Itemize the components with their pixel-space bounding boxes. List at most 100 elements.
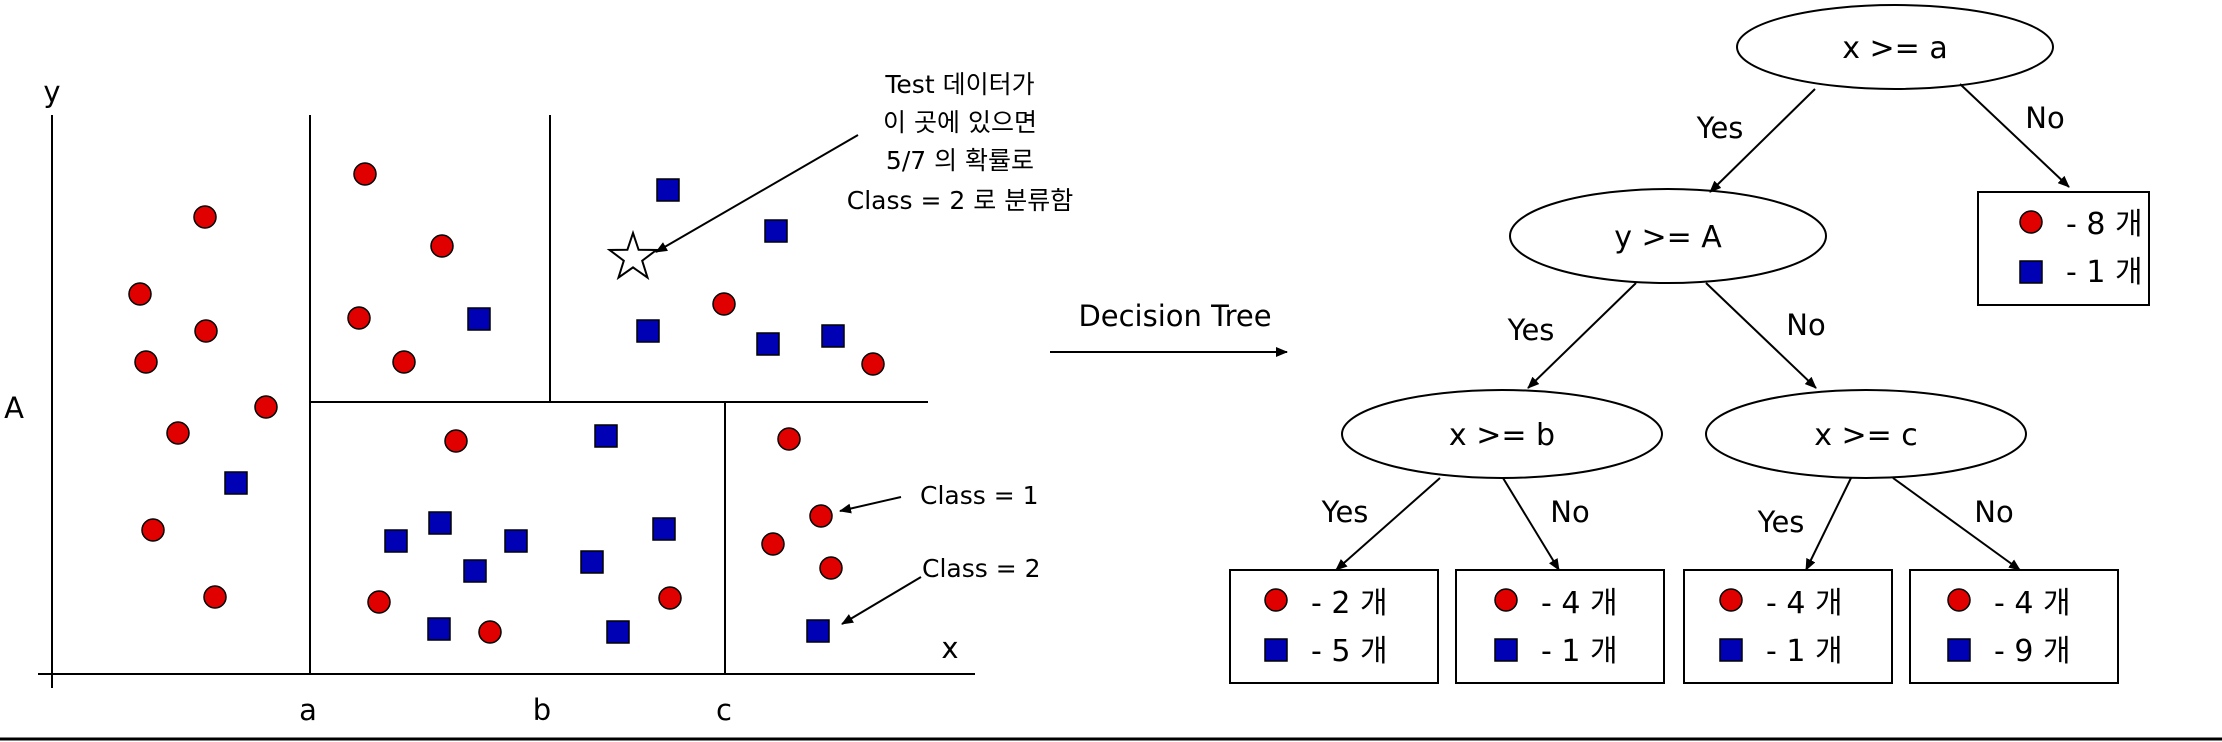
class2-point <box>384 529 408 553</box>
leaf-box <box>1683 569 1893 684</box>
class1-point <box>166 421 190 445</box>
tree-node-ll: x >= b <box>1341 389 1663 479</box>
class1-point <box>444 429 468 453</box>
class2-point <box>652 517 676 541</box>
leaf-count-class2: - 1 개 <box>2066 255 2143 290</box>
decision-tree-label: Decision Tree <box>1078 299 1271 333</box>
leaf-ll-yes: - 2 개 - 5 개 <box>1229 569 1439 684</box>
tree-edge <box>1527 282 1637 389</box>
tree-node-lr: x >= c <box>1705 389 2027 479</box>
annotation-arrow <box>655 134 859 253</box>
class1-point <box>712 292 736 316</box>
class1-point <box>203 585 227 609</box>
class2-point <box>636 319 660 343</box>
class2-marker <box>1947 638 1971 662</box>
class1-point <box>367 590 391 614</box>
class1-marker <box>1264 588 1288 612</box>
annotation-line: 이 곳에 있으면 <box>883 108 1037 137</box>
decision-tree: Yes No Yes No Yes No Yes No x >= a y >= … <box>1229 4 2150 684</box>
tree-edge <box>1959 83 2070 188</box>
threshold-label-A: A <box>4 391 24 425</box>
class1-point <box>777 427 801 451</box>
class1-point <box>347 306 371 330</box>
class2-point <box>580 550 604 574</box>
class1-point <box>809 504 833 528</box>
leaf-count-class1: - 4 개 <box>1994 586 2071 621</box>
class1-point <box>861 352 885 376</box>
class2-point <box>764 219 788 243</box>
class1-point <box>128 282 152 306</box>
edge-yes-label: Yes <box>1321 495 1369 529</box>
class1-point <box>819 556 843 580</box>
edge-no-label: No <box>1786 308 1825 342</box>
leaf-count-class2: - 1 개 <box>1766 634 1843 669</box>
class1-marker <box>1494 588 1518 612</box>
leaf-count-class1: - 2 개 <box>1311 586 1388 621</box>
class2-point <box>606 620 630 644</box>
class1-point <box>478 620 502 644</box>
class2-marker <box>1494 638 1518 662</box>
class2-point <box>756 332 780 356</box>
leaf-box <box>1229 569 1439 684</box>
edge-yes-label: Yes <box>1696 111 1744 145</box>
class2-point <box>427 617 451 641</box>
node-condition: y >= A <box>1614 220 1722 255</box>
tree-edge <box>1709 88 1816 193</box>
class1-points <box>128 162 885 644</box>
class1-point <box>193 205 217 229</box>
leaf-count-class2: - 5 개 <box>1311 634 1388 669</box>
class1-marker <box>1947 588 1971 612</box>
tree-edge <box>1705 282 1817 389</box>
leaf-root-no: - 8 개 - 1 개 <box>1977 191 2150 306</box>
edge-yes-label: Yes <box>1757 505 1805 539</box>
node-ellipse <box>1736 4 2054 90</box>
annotation-line: Class = 2 로 분류함 <box>847 186 1073 215</box>
class2-point <box>467 307 491 331</box>
leaf-count-class2: - 9 개 <box>1994 634 2071 669</box>
class2-point <box>806 619 830 643</box>
leaf-count-class2: - 1 개 <box>1541 634 1618 669</box>
node-condition: x >= b <box>1449 418 1555 453</box>
node-ellipse <box>1705 389 2027 479</box>
y-axis-label: y <box>43 75 60 109</box>
leaf-box <box>1977 191 2150 306</box>
leaf-count-class1: - 4 개 <box>1541 586 1618 621</box>
class1-point <box>430 234 454 258</box>
class1-marker <box>1719 588 1743 612</box>
tree-edge <box>1502 477 1560 571</box>
class2-arrow <box>841 576 922 625</box>
class2-point <box>428 511 452 535</box>
annotation-line: 5/7 의 확률로 <box>886 146 1034 175</box>
class2-point <box>594 424 618 448</box>
star-icon <box>606 229 660 281</box>
annotation-line: Test 데이터가 <box>884 70 1034 99</box>
class2-label: Class = 2 <box>922 554 1041 583</box>
tree-node-root: x >= a <box>1736 4 2054 90</box>
edge-no-label: No <box>1550 495 1589 529</box>
leaf-ll-no: - 4 개 - 1 개 <box>1455 569 1665 684</box>
class2-point <box>224 471 248 495</box>
threshold-label-a: a <box>299 693 317 727</box>
class1-point <box>141 518 165 542</box>
class1-point <box>392 350 416 374</box>
threshold-label-c: c <box>716 693 732 727</box>
node-ellipse <box>1341 389 1663 479</box>
edge-yes-label: Yes <box>1507 313 1555 347</box>
tree-node-left: y >= A <box>1509 188 1827 284</box>
tree-edge <box>1335 477 1441 571</box>
class1-point <box>194 319 218 343</box>
leaf-count-class1: - 4 개 <box>1766 586 1843 621</box>
x-axis-label: x <box>941 631 958 665</box>
leaf-count-class1: - 8 개 <box>2066 207 2143 242</box>
class1-point <box>658 586 682 610</box>
class2-marker <box>1719 638 1743 662</box>
leaf-lr-yes: - 4 개 - 1 개 <box>1683 569 1893 684</box>
class1-arrow <box>839 496 902 514</box>
tree-edge <box>1805 477 1852 571</box>
class2-point <box>504 529 528 553</box>
class2-point <box>656 178 680 202</box>
class1-point <box>353 162 377 186</box>
leaf-box <box>1909 569 2119 684</box>
node-condition: x >= a <box>1842 31 1947 66</box>
